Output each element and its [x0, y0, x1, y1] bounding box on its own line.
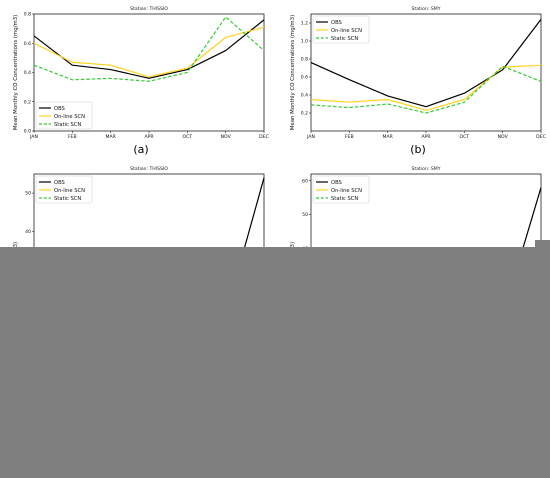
series-line-on-line-scn: [310, 64, 542, 111]
y-tick-label: 0.8: [24, 12, 31, 18]
legend: OBS On-line SCN Static SCN: [35, 175, 93, 204]
y-axis-label: Mean Monthly CO Concentrations (mg/m3): [290, 15, 296, 130]
panel-caption: (a): [133, 143, 148, 156]
legend-label: On-line SCN: [331, 188, 362, 194]
chart-title: Station: SMY: [411, 6, 440, 12]
y-axis-label: Mean Monthly CO Concentrations (mg/m3): [13, 15, 19, 130]
x-tick-label: NOV: [221, 134, 232, 140]
y-tick-label: 0.2: [301, 111, 308, 117]
x-tick-label: APR: [144, 134, 154, 140]
y-tick-label: 1.0: [301, 39, 308, 45]
legend-box: [312, 175, 370, 204]
x-tick-label: DEC: [536, 134, 546, 140]
legend: OBS On-line SCN Static SCN: [35, 101, 93, 130]
legend: OBS On-line SCN Static SCN: [312, 15, 370, 44]
x-tick-label: JAN: [306, 134, 315, 140]
legend: OBS On-line SCN Static SCN: [312, 175, 370, 204]
legend-box: [312, 15, 370, 44]
series-line-static-scn: [33, 16, 265, 82]
y-tick-label: 40: [25, 229, 31, 235]
chart-title: Station: SMY: [411, 166, 440, 172]
y-tick-label: 0.2: [24, 99, 31, 105]
y-tick-label: 0.8: [301, 57, 308, 63]
legend-label: OBS: [54, 180, 65, 186]
legend-box: [35, 175, 93, 204]
x-tick-label: FEB: [68, 134, 77, 140]
legend-label: Static SCN: [331, 196, 358, 202]
chart-title: Station: THISSIO: [130, 166, 168, 172]
chart-panel-a: Station: THISSIO 0.0 0.2 0.4 0.6 0.8 JAN FEB MAR…: [13, 6, 269, 156]
y-tick-label: 0.0: [24, 129, 31, 135]
y-tick-label: 0.4: [24, 70, 31, 76]
series-line-obs: [310, 19, 542, 108]
legend-label: Static SCN: [54, 122, 81, 128]
series-line-static-scn: [310, 65, 542, 114]
y-tick-label: 0.6: [24, 41, 31, 47]
y-tick-label: 0.6: [301, 75, 308, 81]
gray-occluding-block-notch: [535, 240, 550, 248]
x-tick-label: MAR: [383, 134, 394, 140]
legend-label: OBS: [331, 20, 342, 26]
x-tick-label: NOV: [498, 134, 509, 140]
x-tick-label: FEB: [345, 134, 354, 140]
gray-occluding-block: [0, 247, 550, 478]
legend-label: On-line SCN: [54, 188, 85, 194]
y-tick-label: 50: [302, 212, 308, 218]
chart-title: Station: THISSIO: [130, 6, 168, 12]
y-tick-label: 60: [302, 178, 308, 184]
x-tick-label: JAN: [29, 134, 38, 140]
y-tick-label: 0.4: [301, 93, 308, 99]
x-tick-label: MAR: [106, 134, 117, 140]
x-tick-label: APR: [421, 134, 431, 140]
y-tick-label: 1.2: [301, 21, 308, 27]
legend-label: On-line SCN: [331, 28, 362, 34]
legend-label: OBS: [331, 180, 342, 186]
x-tick-label: OCT: [460, 134, 470, 140]
x-tick-label: DEC: [259, 134, 269, 140]
legend-label: Static SCN: [331, 36, 358, 42]
legend-box: [35, 101, 93, 130]
legend-label: Static SCN: [54, 196, 81, 202]
chart-panel-b: Station: SMY 0.2 0.4 0.6 0.8 1.0 1.2 JAN FEB MAR A…: [290, 6, 546, 156]
x-tick-label: OCT: [183, 134, 193, 140]
series-line-on-line-scn: [33, 26, 265, 78]
legend-label: OBS: [54, 106, 65, 112]
y-tick-label: 50: [25, 191, 31, 197]
legend-label: On-line SCN: [54, 114, 85, 120]
series-line-obs: [33, 19, 265, 79]
panel-caption: (b): [410, 143, 426, 156]
